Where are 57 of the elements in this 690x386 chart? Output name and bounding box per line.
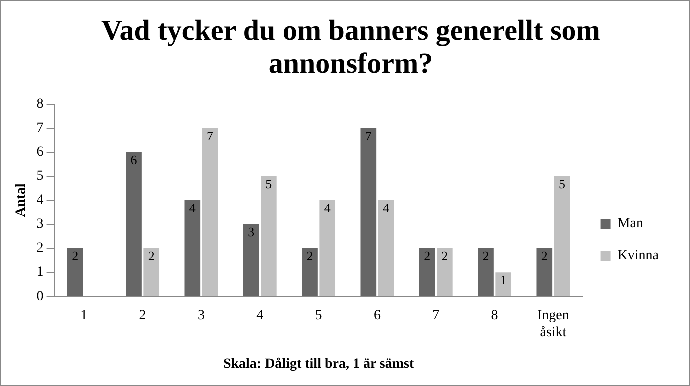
y-tick-label: 4 [36, 193, 44, 208]
data-label: 6 [130, 152, 138, 168]
y-tick-label: 5 [36, 169, 44, 184]
data-label: 7 [365, 128, 372, 144]
legend-label: Kvinna [618, 248, 660, 264]
x-tick-label: 3 [198, 308, 205, 324]
y-tick-label: 2 [36, 241, 44, 256]
x-tick-label: 5 [315, 308, 322, 324]
data-label: 2 [442, 248, 448, 264]
bar [496, 272, 512, 296]
x-tick-label: Ingen åsikt [538, 308, 570, 340]
x-axis-title: Skala: Dåligt till bra, 1 är sämst [223, 357, 414, 372]
x-tick-label: 7 [432, 308, 440, 324]
y-tick-label: 7 [36, 121, 44, 136]
bar [261, 176, 277, 296]
bar [320, 200, 336, 296]
data-label: 5 [266, 176, 272, 192]
data-label: 2 [72, 248, 79, 264]
bar [144, 248, 160, 296]
data-label: 4 [189, 200, 196, 216]
data-label: 2 [148, 248, 155, 264]
x-tick-label: 2 [139, 308, 146, 324]
bar [378, 200, 394, 296]
x-tick-label: 8 [491, 308, 498, 324]
bar [419, 248, 436, 296]
y-tick-label: 0 [36, 289, 44, 304]
bar [554, 176, 570, 296]
bar [302, 248, 318, 296]
data-label: 4 [324, 200, 332, 216]
y-tick-label: 6 [36, 145, 44, 160]
bar [478, 248, 494, 296]
bar [67, 248, 84, 296]
bar [126, 152, 142, 296]
x-tick-label: 6 [374, 308, 381, 324]
bar [360, 128, 377, 296]
data-label: 1 [500, 272, 507, 288]
data-label: 2 [306, 248, 314, 264]
y-tick-label: 1 [36, 265, 44, 280]
x-tick-label: 4 [256, 308, 264, 324]
legend-label: Man [618, 216, 644, 232]
data-label: 4 [383, 200, 390, 216]
bar [437, 248, 453, 296]
data-label: 2 [424, 248, 431, 264]
y-tick-label: 8 [36, 97, 44, 112]
y-axis-title: Antal [14, 184, 30, 218]
bar [184, 200, 201, 296]
data-label: 2 [541, 248, 548, 264]
chart-title: Vad tycker du om banners generellt som annonsform? [100, 15, 602, 81]
bar [243, 224, 260, 296]
bar [536, 248, 553, 296]
data-label: 7 [207, 128, 214, 144]
data-label: 2 [482, 248, 490, 264]
x-tick-label: 1 [80, 308, 88, 324]
y-tick-label: 3 [36, 217, 44, 232]
bar [202, 128, 218, 296]
data-label: 3 [248, 224, 255, 240]
data-label: 5 [559, 176, 566, 192]
